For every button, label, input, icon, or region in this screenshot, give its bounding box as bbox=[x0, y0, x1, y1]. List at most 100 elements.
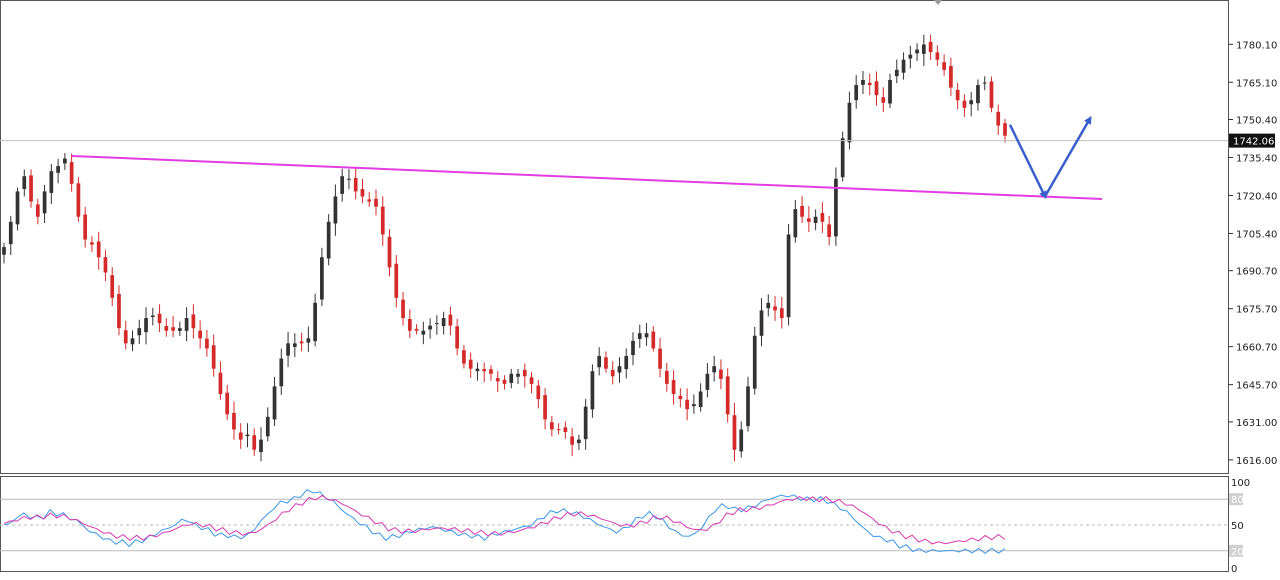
candle bbox=[360, 178, 365, 204]
candle-body bbox=[69, 162, 74, 184]
candle bbox=[279, 348, 284, 395]
candle-body bbox=[901, 59, 906, 73]
candle bbox=[367, 191, 372, 207]
candle bbox=[556, 423, 561, 435]
candle-body bbox=[644, 333, 649, 338]
candle bbox=[894, 59, 899, 84]
candle-body bbox=[83, 214, 88, 240]
candle bbox=[441, 311, 446, 335]
candle bbox=[8, 215, 13, 256]
candle-body bbox=[719, 369, 723, 379]
candle-body bbox=[847, 102, 852, 143]
candle-body bbox=[996, 111, 1001, 126]
candle-body bbox=[232, 412, 236, 430]
candle bbox=[191, 304, 196, 339]
candle-body bbox=[238, 432, 243, 440]
candle bbox=[509, 368, 514, 389]
candle bbox=[779, 296, 784, 329]
candle-body bbox=[563, 427, 568, 433]
candle bbox=[692, 394, 696, 414]
candle-body bbox=[205, 338, 209, 349]
candle-body bbox=[664, 370, 669, 384]
candle-body bbox=[556, 429, 561, 431]
price-panel-border bbox=[0, 0, 1229, 474]
candle-body bbox=[8, 221, 13, 245]
candle-body bbox=[516, 373, 520, 377]
candle bbox=[347, 169, 351, 190]
candle-body bbox=[211, 345, 216, 369]
candle bbox=[171, 315, 175, 338]
candle-body bbox=[49, 171, 54, 193]
candle-body bbox=[144, 318, 148, 333]
candle bbox=[421, 321, 426, 345]
candle bbox=[678, 388, 683, 408]
candle bbox=[719, 359, 723, 390]
candle-body bbox=[759, 310, 764, 336]
candle bbox=[292, 333, 297, 358]
candle-body bbox=[164, 326, 169, 331]
candle-body bbox=[347, 178, 351, 180]
price-axis-tick-label: 1750.40 bbox=[1236, 115, 1277, 126]
candle-body bbox=[766, 302, 771, 309]
candle-body bbox=[462, 350, 466, 364]
candle-body bbox=[773, 306, 777, 311]
projection-arrow-down[interactable] bbox=[1008, 124, 1047, 200]
candle-body bbox=[326, 221, 331, 259]
price-axis-tick-label: 1675.70 bbox=[1236, 305, 1277, 316]
candle bbox=[502, 375, 507, 390]
candle bbox=[428, 318, 432, 339]
candle bbox=[63, 153, 67, 171]
candle-body bbox=[597, 356, 602, 368]
candle bbox=[631, 332, 635, 366]
candle bbox=[374, 189, 378, 216]
candle bbox=[1003, 118, 1007, 143]
rsi-axis-tick-label: 50 bbox=[1231, 521, 1244, 532]
candle bbox=[103, 250, 108, 282]
candle-body bbox=[806, 218, 811, 222]
candle bbox=[813, 209, 818, 231]
candle-body bbox=[854, 85, 859, 101]
rsi-axis-tick-label: 20 bbox=[1231, 547, 1244, 558]
candle-body bbox=[604, 357, 608, 369]
candle-body bbox=[888, 79, 892, 104]
candle bbox=[624, 348, 629, 379]
projection-arrow-up[interactable] bbox=[1043, 115, 1092, 198]
current-price-tag bbox=[1229, 133, 1275, 148]
candle-body bbox=[502, 379, 507, 384]
candle-body bbox=[56, 166, 60, 173]
candle bbox=[96, 231, 101, 270]
candle-body bbox=[969, 100, 974, 105]
candle-body bbox=[468, 359, 473, 369]
candle bbox=[123, 320, 128, 350]
candle-body bbox=[22, 176, 27, 189]
candle-body bbox=[793, 209, 798, 238]
candle bbox=[177, 321, 182, 337]
rsi-series-line-1 bbox=[3, 489, 1006, 555]
price-axis-tick-label: 1616.00 bbox=[1236, 456, 1277, 467]
price-axis-tick-label: 1705.40 bbox=[1236, 229, 1277, 240]
candle-body bbox=[658, 348, 662, 369]
candle-body bbox=[90, 242, 94, 245]
candle-body bbox=[320, 257, 324, 300]
candle-body bbox=[2, 247, 6, 255]
candle bbox=[901, 52, 906, 80]
candle bbox=[401, 291, 405, 326]
candle bbox=[387, 229, 392, 277]
candle-body bbox=[360, 189, 365, 197]
candle-body bbox=[786, 234, 791, 318]
candle bbox=[820, 202, 825, 233]
candle bbox=[49, 163, 54, 205]
trendline[interactable] bbox=[71, 154, 1103, 201]
candle bbox=[698, 383, 703, 412]
candle bbox=[732, 402, 737, 462]
candle-body bbox=[150, 315, 155, 318]
candle-body bbox=[725, 376, 730, 415]
candle-body bbox=[428, 325, 432, 330]
candle-body bbox=[414, 328, 419, 331]
candle-body bbox=[746, 386, 750, 427]
candle bbox=[69, 153, 74, 192]
rsi-axis-highlight bbox=[1229, 493, 1243, 506]
candle bbox=[570, 427, 574, 457]
